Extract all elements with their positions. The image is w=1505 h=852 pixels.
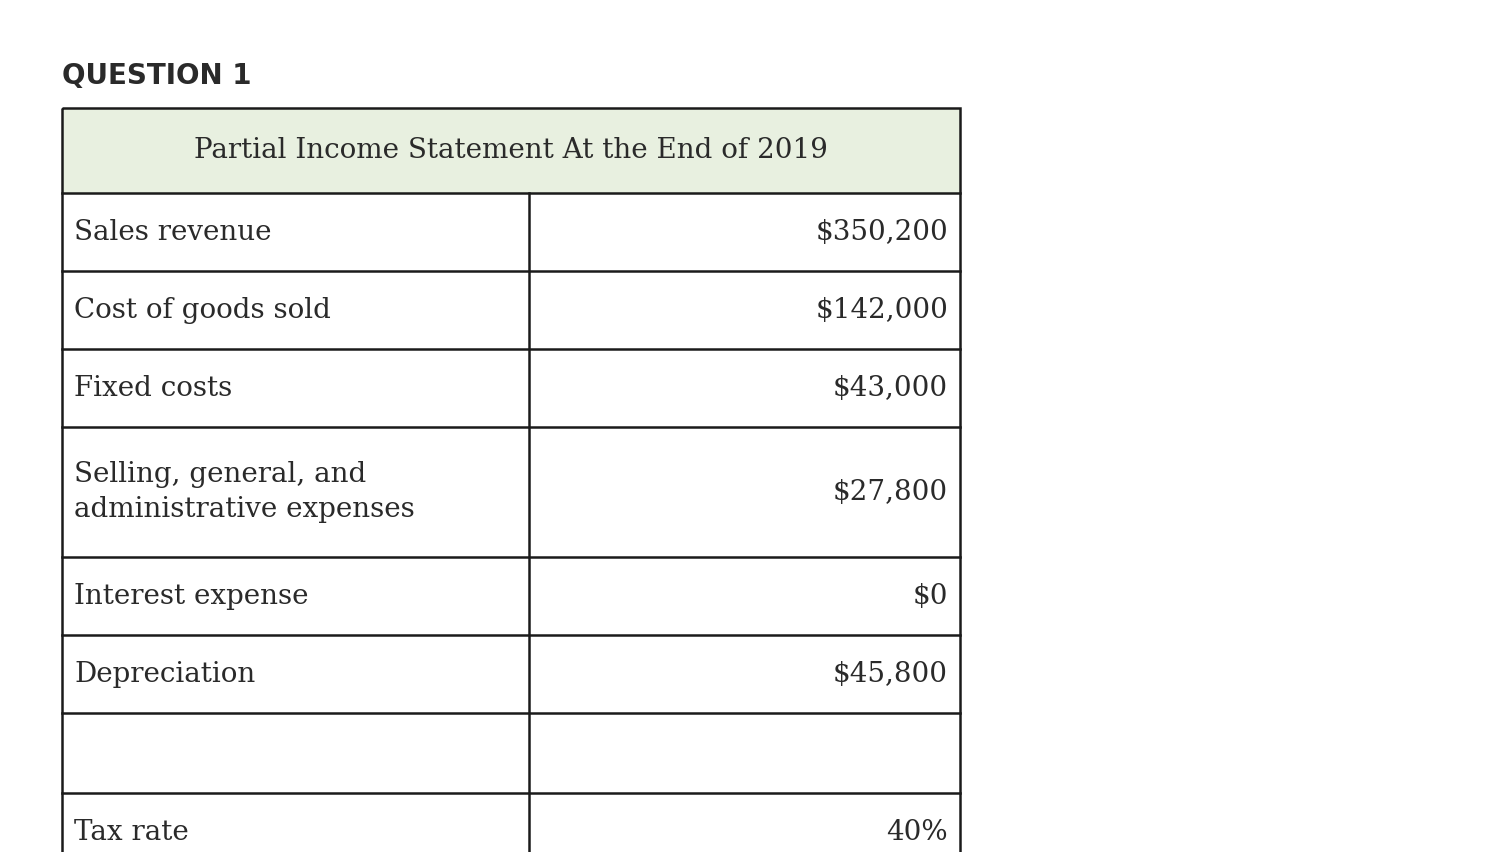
- Text: $350,200: $350,200: [816, 218, 948, 245]
- Text: Cost of goods sold: Cost of goods sold: [74, 296, 331, 324]
- Bar: [62, 108, 960, 852]
- Text: $27,800: $27,800: [832, 479, 948, 505]
- Text: $45,800: $45,800: [832, 660, 948, 688]
- Text: Depreciation: Depreciation: [74, 660, 256, 688]
- Text: Selling, general, and
administrative expenses: Selling, general, and administrative exp…: [74, 461, 415, 522]
- Text: Tax rate: Tax rate: [74, 819, 188, 845]
- Bar: [62, 108, 960, 193]
- Text: Interest expense: Interest expense: [74, 583, 309, 609]
- Text: $142,000: $142,000: [816, 296, 948, 324]
- Text: 40%: 40%: [886, 819, 948, 845]
- Text: $0: $0: [912, 583, 948, 609]
- Text: $43,000: $43,000: [832, 375, 948, 401]
- Text: Sales revenue: Sales revenue: [74, 218, 271, 245]
- Text: QUESTION 1: QUESTION 1: [62, 62, 251, 90]
- Text: Fixed costs: Fixed costs: [74, 375, 232, 401]
- Text: Partial Income Statement At the End of 2019: Partial Income Statement At the End of 2…: [194, 137, 828, 164]
